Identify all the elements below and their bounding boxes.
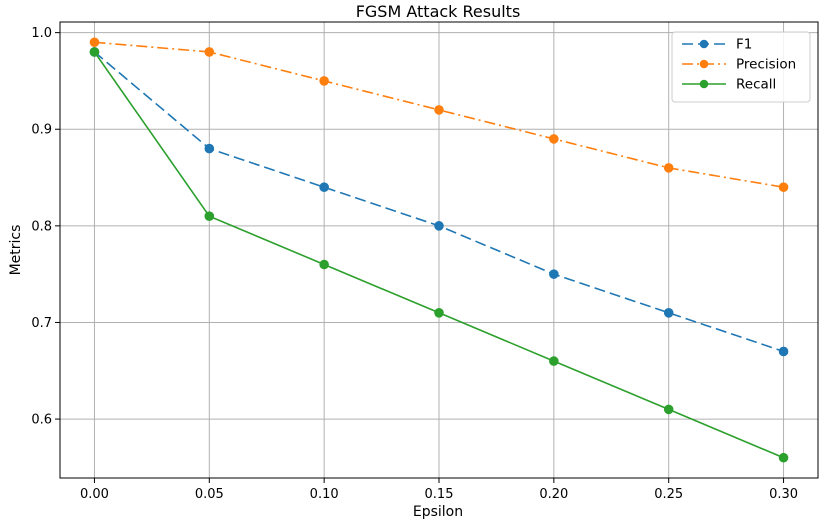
legend-swatch-marker: [699, 79, 709, 89]
legend-swatch-marker: [699, 59, 709, 69]
legend-label: F1: [736, 37, 752, 53]
y-tick-label: 0.8: [31, 219, 52, 234]
x-tick-label: 0.05: [195, 487, 224, 502]
data-point-recall: [663, 404, 674, 415]
x-tick-label: 0.25: [654, 487, 683, 502]
x-tick-label: 0.15: [425, 487, 454, 502]
data-point-recall: [778, 452, 789, 463]
legend: F1 Precision Recall: [671, 31, 811, 103]
data-point-recall: [319, 259, 329, 270]
y-tick-label: 0.9: [31, 123, 52, 138]
series-markers: [89, 37, 789, 463]
legend-label: Recall: [736, 77, 776, 93]
data-point-recall: [434, 307, 444, 318]
data-point-precision: [89, 37, 100, 48]
data-point-precision: [319, 76, 329, 86]
data-point-recall: [89, 47, 100, 57]
data-point-f1: [778, 346, 789, 357]
data-point-precision: [663, 163, 674, 173]
data-point-recall: [204, 211, 215, 221]
y-tick-label: 0.6: [31, 413, 52, 428]
data-point-precision: [204, 47, 215, 57]
x-tick-label: 0.20: [539, 487, 568, 502]
y-axis-label: Metrics: [8, 225, 24, 276]
data-point-recall: [549, 356, 559, 366]
data-point-precision: [434, 105, 444, 115]
data-point-f1: [204, 143, 215, 154]
y-axis: 0.6 0.7 0.8 0.9 1.0: [31, 26, 60, 428]
legend-label: Precision: [736, 57, 796, 73]
data-point-f1: [319, 182, 329, 193]
data-point-f1: [549, 269, 559, 279]
chart-title: FGSM Attack Results: [356, 2, 521, 21]
x-axis-label: Epsilon: [413, 504, 463, 520]
x-tick-label: 0.30: [769, 487, 798, 502]
data-point-f1: [434, 221, 444, 231]
x-tick-label: 0.00: [80, 487, 109, 502]
data-point-precision: [549, 134, 559, 144]
y-tick-label: 1.0: [31, 26, 52, 41]
data-point-f1: [663, 307, 674, 318]
legend-swatch-marker: [699, 39, 709, 49]
y-tick-label: 0.7: [31, 316, 52, 331]
x-tick-label: 0.10: [310, 487, 339, 502]
x-axis: 0.00 0.05 0.10 0.15 0.20 0.25 0.30: [80, 478, 798, 502]
data-point-precision: [778, 182, 789, 193]
